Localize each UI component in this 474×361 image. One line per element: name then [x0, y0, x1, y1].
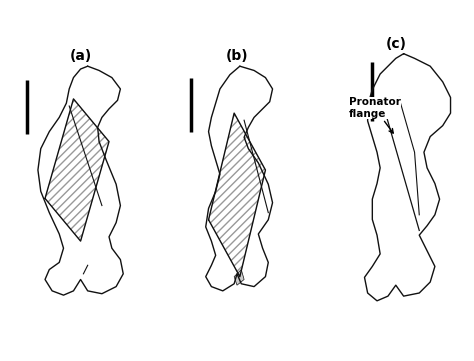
Polygon shape — [234, 270, 244, 285]
Title: (a): (a) — [70, 49, 91, 63]
Title: (c): (c) — [385, 36, 406, 51]
Text: Pronator
flange: Pronator flange — [349, 97, 401, 133]
Title: (b): (b) — [226, 49, 248, 63]
